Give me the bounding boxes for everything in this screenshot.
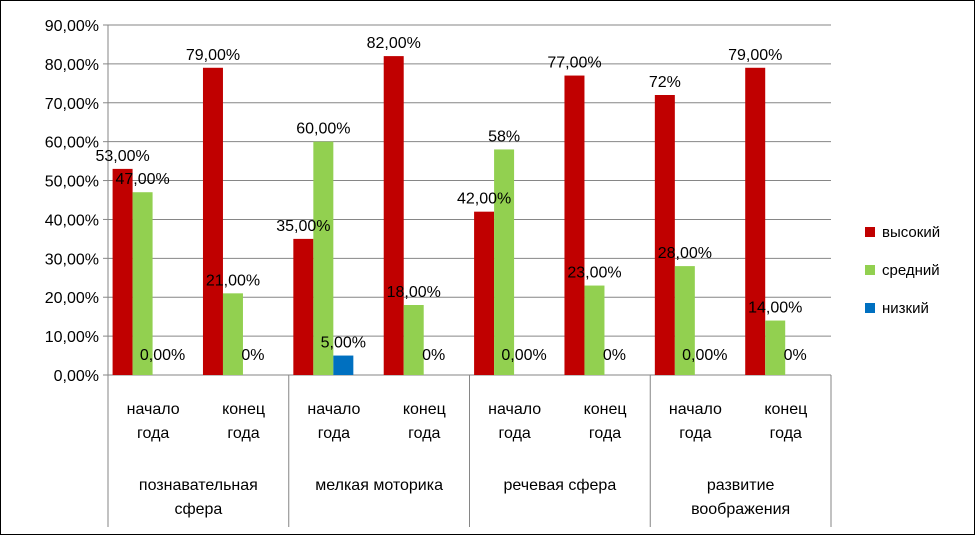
group-label: развитие [707,477,775,494]
data-label: 0,00% [140,347,185,364]
data-label: 14,00% [748,300,802,317]
bar-средний [313,141,334,375]
data-label: 47,00% [115,171,169,188]
category-label: конец [584,401,627,418]
data-label: 5,00% [321,335,366,352]
category-label: начало [488,401,541,418]
group-label: воображения [691,501,790,518]
category-label: года [227,425,259,442]
data-label: 42,00% [457,191,511,208]
category-label: начало [127,401,180,418]
category-label: года [318,425,350,442]
category-label: года [408,425,440,442]
category-label: начало [307,401,360,418]
y-tick-label: 50,00% [45,174,99,191]
data-label: 0% [784,347,807,364]
bar-высокий [564,75,585,376]
data-label: 53,00% [95,148,149,165]
data-label: 21,00% [206,272,260,289]
bar-высокий [383,56,404,375]
data-label: 0% [603,347,626,364]
bar-средний [132,192,153,375]
legend-label: средний [882,262,940,279]
y-tick-label: 80,00% [45,57,99,74]
y-tick-label: 20,00% [45,290,99,307]
bar-высокий [202,67,223,376]
y-tick-label: 70,00% [45,96,99,113]
category-label: года [499,425,531,442]
group-label: речевая сфера [504,477,617,494]
data-label: 0,00% [682,347,727,364]
bar-высокий [474,211,495,375]
y-tick-label: 0,00% [54,368,99,385]
data-label: 58% [488,128,520,145]
data-label: 77,00% [547,55,601,72]
data-label: 28,00% [658,245,712,262]
category-label: конец [222,401,265,418]
category-label: года [137,425,169,442]
bar-средний [222,293,243,375]
bar-высокий [112,168,133,375]
bar-средний [765,320,786,375]
category-label: начало [669,401,722,418]
category-label: года [679,425,711,442]
group-label: познавательная [139,477,258,494]
data-label: 79,00% [186,47,240,64]
data-label: 35,00% [276,218,330,235]
data-label: 60,00% [296,121,350,138]
y-tick-label: 40,00% [45,212,99,229]
bar-высокий [745,67,766,376]
data-label: 18,00% [387,284,441,301]
category-label: года [589,425,621,442]
legend-swatch-средний [865,265,875,275]
data-label: 0,00% [501,347,546,364]
bar-средний [403,305,424,375]
group-label: сфера [174,501,222,518]
group-label: мелкая моторика [315,477,443,494]
data-label: 82,00% [367,35,421,52]
y-tick-label: 90,00% [45,18,99,35]
bar-средний [674,266,695,375]
y-tick-label: 30,00% [45,251,99,268]
category-label: конец [764,401,807,418]
data-label: 0% [241,347,264,364]
legend-swatch-низкий [865,303,875,313]
data-label: 23,00% [567,265,621,282]
y-tick-label: 10,00% [45,329,99,346]
data-label: 79,00% [728,47,782,64]
legend-swatch-высокий [865,227,875,237]
category-label: конец [403,401,446,418]
bar-высокий [293,238,314,375]
data-label: 72% [649,74,681,91]
legend-label: низкий [882,300,929,317]
bar-высокий [654,95,675,375]
legend-label: высокий [882,224,940,241]
data-label: 0% [422,347,445,364]
category-label: года [770,425,802,442]
bar-средний [584,285,605,375]
bar-низкий [333,355,354,375]
y-tick-label: 60,00% [45,135,99,152]
bar-средний [494,149,515,375]
